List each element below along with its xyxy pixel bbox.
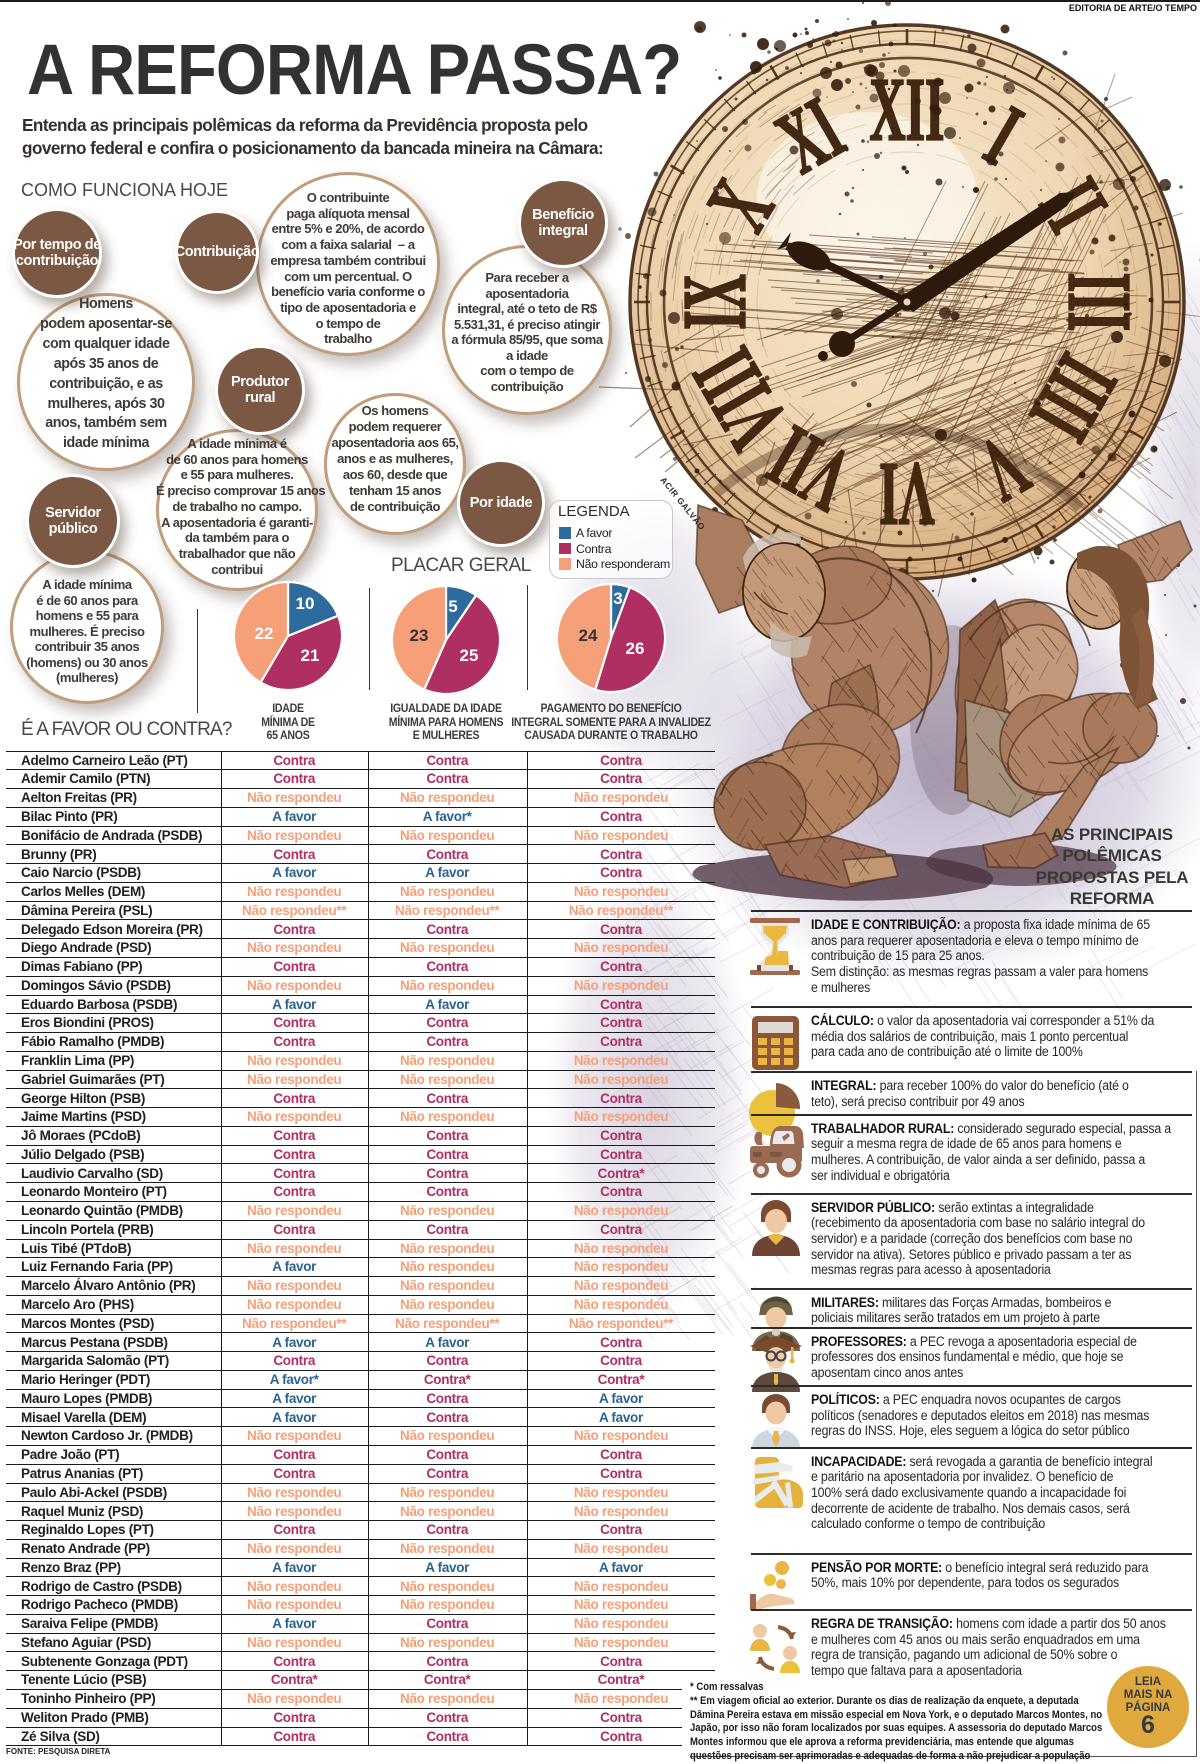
svg-text:23: 23 [410,626,429,645]
svg-text:26: 26 [626,639,645,658]
svg-text:24: 24 [579,626,598,645]
svg-text:3: 3 [613,589,622,608]
svg-text:21: 21 [301,646,320,665]
svg-text:IX: IX [664,274,764,330]
svg-text:10: 10 [296,594,315,613]
svg-text:25: 25 [460,646,479,665]
svg-text:5: 5 [448,597,457,616]
svg-text:22: 22 [255,624,274,643]
